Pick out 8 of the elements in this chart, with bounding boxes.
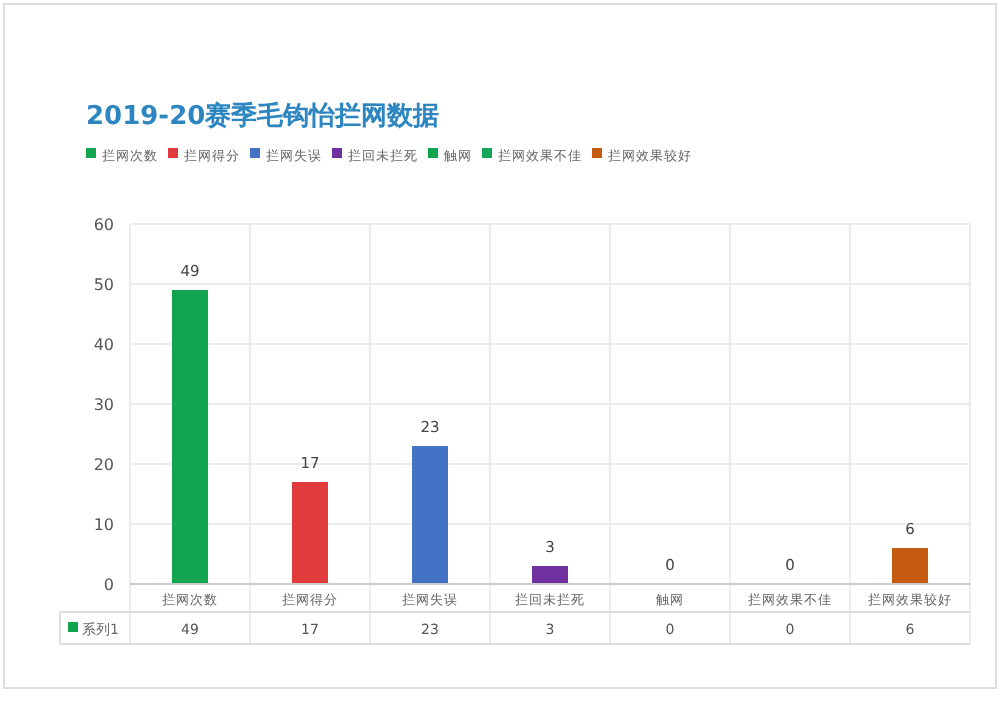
y-tick-label: 50 [93,276,114,294]
y-tick-label: 10 [93,516,114,534]
y-tick-label: 20 [93,456,114,474]
y-tick-label: 40 [93,336,114,354]
y-tick-label: 30 [93,396,114,414]
chart-title: 2019-20赛季毛钩怡拦网数据 [86,100,440,132]
y-tick-label: 60 [93,216,114,234]
y-tick-label: 0 [103,576,114,594]
